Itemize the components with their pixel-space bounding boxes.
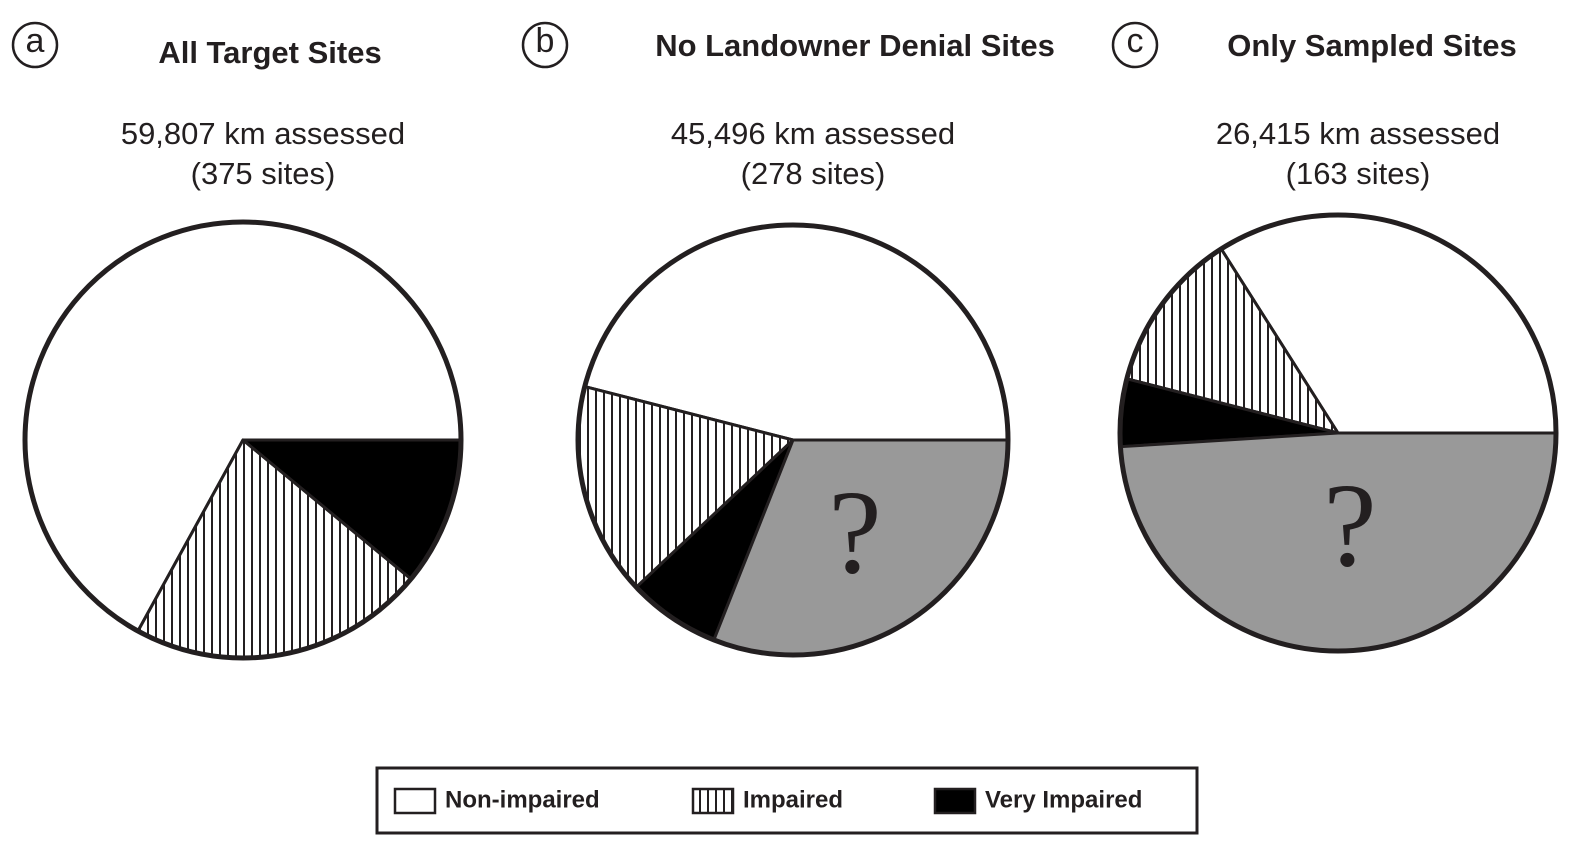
- pie-sites: (278 sites): [741, 156, 886, 191]
- panel-circle: [1111, 21, 1159, 69]
- pie-outline: [1117, 212, 1559, 654]
- panel-circle: [11, 21, 59, 69]
- panel-label: b: [536, 22, 555, 60]
- pie-outline: [575, 222, 1011, 658]
- panel-circle: [521, 21, 569, 69]
- pie-outline: [22, 219, 464, 661]
- pie-subtitle: 26,415 km assessed: [1216, 116, 1500, 151]
- pie-sites: (163 sites): [1286, 156, 1431, 191]
- legend-label: Very Impaired: [985, 786, 1142, 813]
- legend-swatch: [691, 787, 735, 815]
- legend-swatch: [933, 787, 977, 815]
- legend-box: [375, 766, 1199, 835]
- pie-title: Only Sampled Sites: [1227, 28, 1516, 63]
- pie-title: All Target Sites: [158, 35, 381, 70]
- unknown-label: ?: [1323, 459, 1376, 592]
- pie-subtitle: 59,807 km assessed: [121, 116, 405, 151]
- legend-label: Non-impaired: [445, 786, 600, 813]
- pie-subtitle: 45,496 km assessed: [671, 116, 955, 151]
- legend-swatch: [393, 787, 437, 815]
- pie-title: No Landowner Denial Sites: [655, 28, 1055, 63]
- pie-sites: (375 sites): [191, 156, 336, 191]
- panel-label: c: [1127, 22, 1144, 60]
- legend-label: Impaired: [743, 786, 843, 813]
- panel-label: a: [26, 22, 45, 60]
- unknown-label: ?: [828, 466, 881, 599]
